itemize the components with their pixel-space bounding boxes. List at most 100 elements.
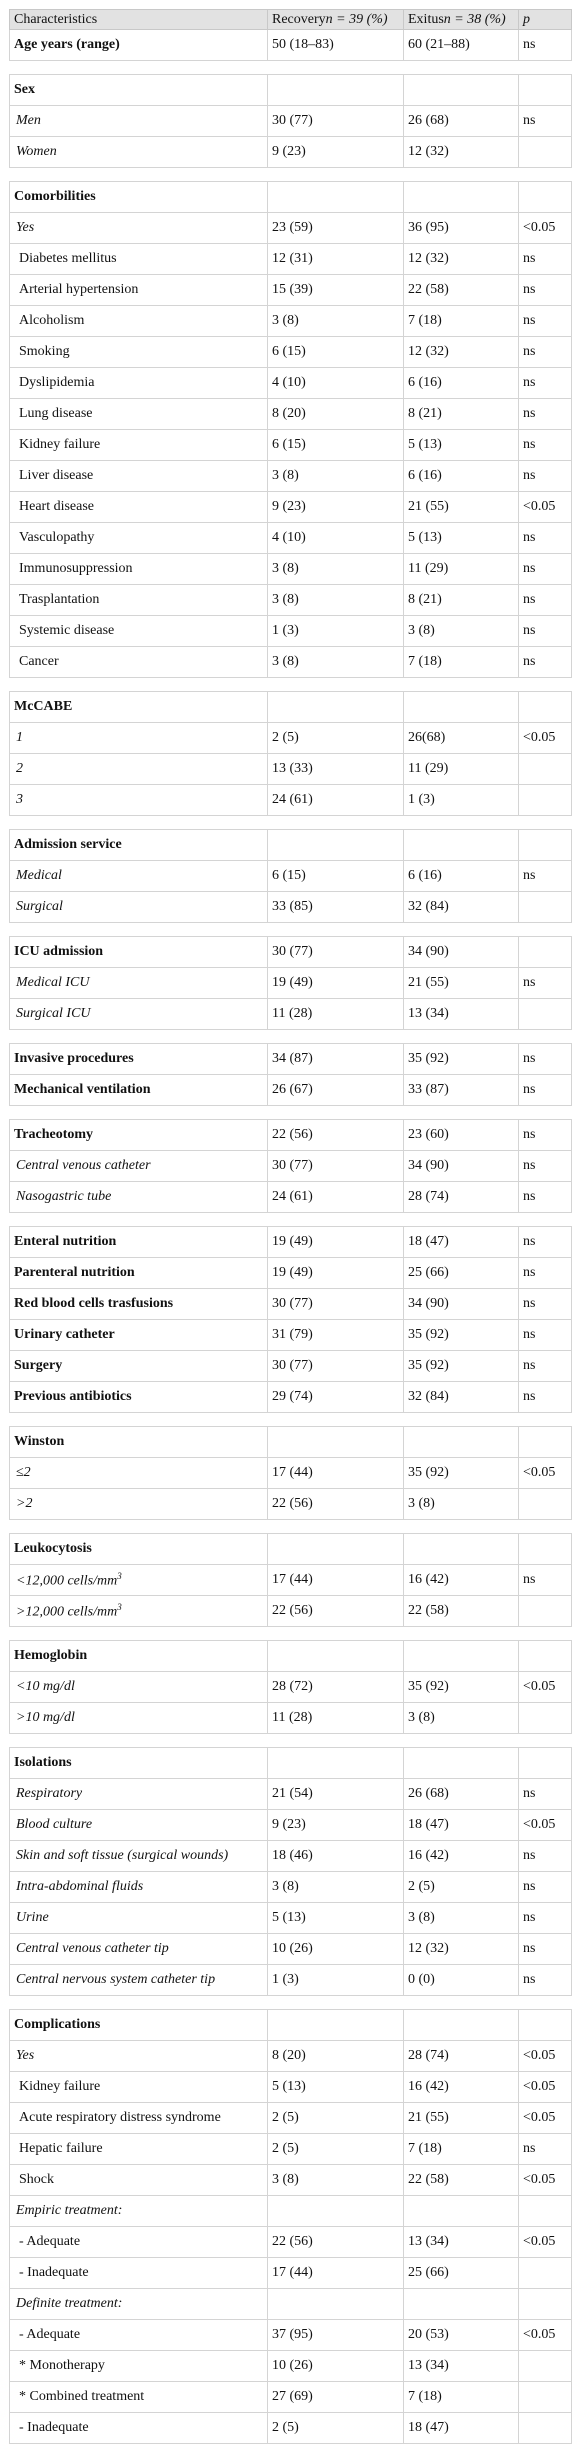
- spacer-cell: [9, 1626, 268, 1641]
- spacer-cell: [518, 1105, 572, 1120]
- table-cell: 11 (28): [267, 998, 404, 1030]
- table-cell: 24 (61): [267, 784, 404, 816]
- cell-value: 7 (18): [408, 2389, 442, 2404]
- spacer-row: [9, 60, 572, 75]
- cell-value: 22 (56): [272, 1496, 313, 1511]
- cell-value: 36 (95): [408, 220, 449, 235]
- row-label: Central nervous system catheter tip: [16, 1972, 216, 1987]
- cell-value: ns: [523, 1572, 536, 1587]
- table-cell: ns: [518, 1257, 572, 1289]
- cell-value: 3 (8): [272, 561, 299, 576]
- table-cell: 5 (13): [403, 522, 519, 554]
- spacer-cell: [9, 1212, 268, 1227]
- spacer-cell: [518, 922, 572, 937]
- table-cell: 22 (56): [267, 1595, 404, 1627]
- row-label: Vasculopathy: [19, 530, 95, 545]
- row-label: Skin and soft tissue (surgical wounds): [16, 1848, 229, 1863]
- cell-value: 18 (47): [408, 1817, 449, 1832]
- cell-value: 6 (15): [272, 344, 306, 359]
- table-row: - Adequate 22 (56) 13 (34) <0.05: [9, 2226, 572, 2258]
- table-cell: 1 (3): [267, 1964, 404, 1996]
- spacer-cell: [9, 1733, 268, 1748]
- header-n: n = 38 (%): [443, 11, 506, 27]
- table-cell: 21 (55): [403, 2102, 519, 2134]
- table-cell: Nasogastric tube: [9, 1181, 268, 1213]
- table-cell: <0.05: [518, 722, 572, 754]
- cell-value: 9 (23): [272, 1817, 306, 1832]
- table-cell: 11 (29): [403, 553, 519, 585]
- table-row: Immunosuppression 3 (8) 11 (29) ns: [9, 553, 572, 585]
- table-cell: 21 (55): [403, 491, 519, 523]
- table-cell: 33 (85): [267, 891, 404, 923]
- table-cell: <0.05: [518, 2071, 572, 2103]
- table-cell: 26 (68): [403, 105, 519, 137]
- spacer-cell: [403, 677, 519, 692]
- cell-value: ns: [523, 1879, 536, 1894]
- cell-value: ns: [523, 975, 536, 990]
- cell-value: 29 (74): [272, 1389, 313, 1404]
- spacer-row: [9, 1626, 572, 1641]
- table-row: Acute respiratory distress syndrome 2 (5)…: [9, 2102, 572, 2134]
- table-cell: Cancer: [9, 646, 268, 678]
- table-cell: 6 (15): [267, 860, 404, 892]
- cell-value: 8 (21): [408, 592, 442, 607]
- cell-value: 30 (77): [272, 1358, 313, 1373]
- row-label: Lung disease: [19, 406, 93, 421]
- cell-value: 12 (31): [272, 251, 313, 266]
- table-cell: Intra-abdominal fluids: [9, 1871, 268, 1903]
- table-row: Respiratory 21 (54) 26 (68) ns: [9, 1778, 572, 1810]
- table-row: Arterial hypertension 15 (39) 22 (58) ns: [9, 274, 572, 306]
- cell-value: 25 (66): [408, 1265, 449, 1280]
- table-cell: Admission service: [9, 829, 268, 861]
- cell-value: ns: [523, 468, 536, 483]
- table-cell: Dyslipidemia: [9, 367, 268, 399]
- cell-value: 18 (46): [272, 1848, 313, 1863]
- table-cell: [403, 74, 519, 106]
- table-row: * Combined treatment 27 (69) 7 (18): [9, 2381, 572, 2413]
- cell-value: 17 (44): [272, 1465, 313, 1480]
- cell-value: 32 (84): [408, 1389, 449, 1404]
- table-cell: Sex: [9, 74, 268, 106]
- cell-value: <0.05: [523, 2234, 556, 2249]
- table-cell: 30 (77): [267, 105, 404, 137]
- table-cell: Comorbilities: [9, 181, 268, 213]
- table-cell: 8 (21): [403, 398, 519, 430]
- table-row: Complications: [9, 2009, 572, 2041]
- table-row: Urine 5 (13) 3 (8) ns: [9, 1902, 572, 1934]
- data-table: Characteristics Recoveryn = 39 (%) Exitusn…: [9, 9, 572, 2444]
- table-cell: ns: [518, 1902, 572, 1934]
- spacer-cell: [403, 1412, 519, 1427]
- row-label: <10 mg/dl: [16, 1679, 75, 1694]
- row-label: Dyslipidemia: [19, 375, 95, 390]
- spacer-cell: [267, 1029, 404, 1044]
- spacer-cell: [267, 815, 404, 830]
- table-cell: ns: [518, 274, 572, 306]
- table-cell: 9 (23): [267, 1809, 404, 1841]
- table-row: Kidney failure 5 (13) 16 (42) <0.05: [9, 2071, 572, 2103]
- table-cell: 2 (5): [267, 2412, 404, 2444]
- row-label: Heart disease: [19, 499, 95, 514]
- table-cell: Heart disease: [9, 491, 268, 523]
- row-label: 1: [16, 730, 23, 745]
- cell-value: 24 (61): [272, 1189, 313, 1204]
- table-cell: 11 (28): [267, 1702, 404, 1734]
- cell-value: 3 (8): [272, 1879, 299, 1894]
- table-cell: 23 (59): [267, 212, 404, 244]
- spacer-cell: [403, 1995, 519, 2010]
- table-cell: Isolations: [9, 1747, 268, 1779]
- table-cell: Skin and soft tissue (surgical wounds): [9, 1840, 268, 1872]
- row-label: Winston: [14, 1434, 65, 1449]
- table-cell: * Combined treatment: [9, 2381, 268, 2413]
- table-cell: 3 (8): [267, 305, 404, 337]
- cell-value: 24 (61): [272, 792, 313, 807]
- table-cell: 12 (32): [403, 336, 519, 368]
- table-cell: [267, 1426, 404, 1458]
- table-row: Alcoholism 3 (8) 7 (18) ns: [9, 305, 572, 337]
- table-cell: ns: [518, 615, 572, 647]
- table-row: Liver disease 3 (8) 6 (16) ns: [9, 460, 572, 492]
- spacer-cell: [9, 60, 268, 75]
- spacer-row: [9, 677, 572, 692]
- table-cell: [403, 829, 519, 861]
- table-cell: <0.05: [518, 491, 572, 523]
- row-label: Age years (range): [14, 37, 120, 52]
